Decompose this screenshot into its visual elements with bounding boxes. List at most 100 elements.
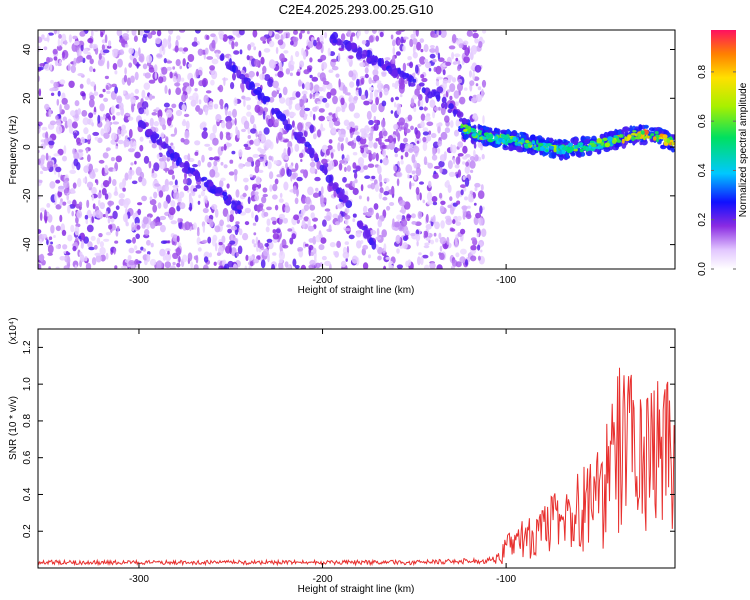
noise-blob [388, 265, 395, 269]
noise-blob [289, 111, 296, 117]
noise-blob [170, 265, 176, 269]
noise-blob [181, 104, 187, 112]
noise-blob [326, 228, 333, 232]
ridge-blob [170, 153, 174, 161]
noise-blob [40, 143, 46, 150]
noise-blob [315, 41, 323, 50]
noise-blob [222, 207, 229, 217]
noise-blob [175, 59, 181, 67]
noise-blob [193, 222, 197, 230]
noise-blob [457, 141, 464, 148]
noise-blob [49, 63, 53, 72]
colorbar-ticks: 0.00.20.40.60.8 [697, 64, 736, 276]
noise-blob [382, 157, 389, 166]
noise-blob [121, 124, 126, 131]
noise-blob [426, 200, 433, 205]
noise-blob [209, 65, 216, 71]
noise-blob [85, 148, 89, 154]
noise-blob [238, 163, 244, 169]
noise-blob [131, 222, 135, 232]
noise-blob [435, 238, 439, 243]
signal-halo [658, 129, 662, 135]
noise-blob [261, 133, 266, 142]
signal-core [656, 137, 659, 143]
noise-blob [280, 34, 284, 41]
ridge-blob [215, 188, 223, 194]
noise-blob [75, 57, 81, 64]
noise-blob [278, 213, 285, 220]
noise-blob [53, 153, 60, 157]
noise-blob [440, 220, 445, 229]
noise-blob [220, 161, 224, 166]
noise-blob [87, 139, 91, 145]
noise-blob [238, 228, 243, 236]
signal-core [602, 137, 608, 141]
noise-blob [128, 62, 133, 68]
noise-blob [252, 153, 260, 158]
noise-blob [326, 115, 333, 121]
noise-blob [309, 93, 313, 100]
noise-blob [321, 255, 327, 261]
signal-core [631, 135, 635, 142]
noise-blob [173, 190, 180, 200]
ridge-blob [447, 108, 453, 114]
noise-blob [46, 33, 50, 43]
noise-blob [91, 194, 95, 201]
noise-blob [81, 110, 88, 117]
noise-blob [472, 32, 479, 39]
noise-blob [309, 161, 316, 168]
ridge-blob [380, 57, 384, 66]
noise-blob [233, 97, 238, 106]
noise-blob [417, 211, 423, 219]
noise-blob [330, 151, 334, 159]
noise-blob [92, 131, 100, 136]
noise-blob [127, 148, 135, 153]
noise-blob [217, 54, 220, 60]
noise-blob [80, 243, 84, 249]
noise-blob [369, 91, 373, 100]
noise-blob [246, 104, 252, 111]
noise-blob [53, 30, 58, 35]
noise-blob [86, 209, 92, 219]
noise-blob [219, 98, 224, 107]
noise-blob [176, 262, 181, 268]
noise-blob [139, 144, 144, 152]
noise-blob [344, 166, 347, 172]
noise-blob [304, 107, 311, 112]
noise-blob [284, 261, 289, 268]
noise-blob [183, 113, 190, 118]
noise-blob [281, 152, 288, 160]
noise-blob [148, 93, 153, 101]
noise-blob [432, 58, 437, 63]
noise-blob [266, 206, 272, 211]
noise-blob [394, 84, 399, 89]
noise-blob [106, 90, 111, 94]
noise-blob [424, 230, 429, 238]
noise-blob [112, 168, 116, 172]
noise-blob [463, 87, 468, 91]
noise-blob [127, 116, 134, 121]
noise-blob [377, 246, 383, 255]
noise-blob [294, 103, 302, 111]
noise-blob [454, 129, 459, 137]
signal-core [596, 138, 602, 144]
noise-blob [38, 45, 41, 53]
noise-blob [254, 191, 259, 195]
noise-blob [264, 243, 270, 247]
noise-blob [240, 82, 245, 90]
noise-blob [268, 30, 273, 37]
noise-blob [101, 44, 105, 51]
noise-blob [132, 57, 137, 65]
noise-blob [457, 78, 463, 84]
noise-blob [67, 204, 71, 214]
noise-blob [164, 85, 168, 94]
noise-blob [64, 39, 68, 46]
noise-blob [62, 155, 67, 162]
noise-blob [404, 79, 408, 85]
noise-blob [296, 71, 300, 76]
noise-blob [235, 251, 240, 257]
ridge-blob [220, 53, 225, 61]
noise-blob [302, 50, 307, 60]
noise-blob [317, 129, 321, 138]
noise-blob [246, 55, 250, 61]
